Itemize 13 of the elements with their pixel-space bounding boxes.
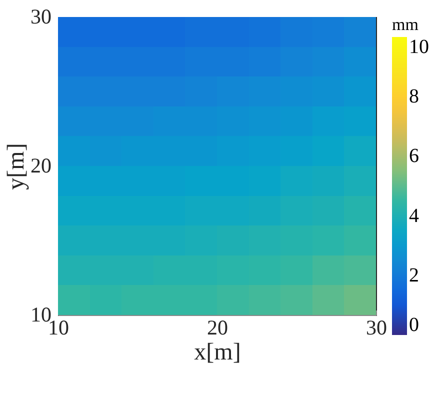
color-bar-title: mm [392,15,418,34]
color-bar-label: 0 [409,314,419,336]
x-tick-label: 30 [366,316,387,340]
y-axis-title: y[m] [4,143,30,190]
x-tick-label: 20 [207,316,228,340]
x-axis-title: x[m] [194,340,241,366]
y-tick-label: 30 [30,4,52,28]
color-bar-label: 10 [409,36,429,58]
color-bar-label: 6 [409,145,419,168]
color-bar-label: 8 [409,86,419,108]
color-bar-label: 4 [409,204,419,227]
color-bar-label: 2 [409,264,419,286]
y-tick-label: 20 [30,154,52,178]
